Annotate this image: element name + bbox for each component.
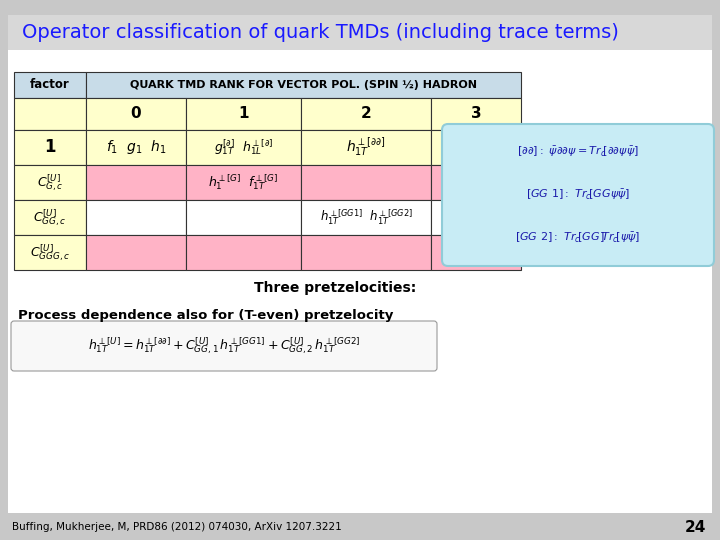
Bar (86, 72, 521, 98)
Bar (0, 513, 720, 540)
Bar (431, 165, 521, 200)
Bar (86, 130, 186, 165)
Text: Process dependence also for (T-even) pretzelocity: Process dependence also for (T-even) pre… (18, 309, 393, 322)
Text: factor: factor (30, 78, 70, 91)
Bar (14, 200, 86, 235)
Bar (86, 165, 186, 200)
Text: $f_1\ \ g_1\ \ h_1$: $f_1\ \ g_1\ \ h_1$ (106, 138, 166, 157)
Bar (14, 130, 86, 165)
Text: $C_{GGG,c}^{[U]}$: $C_{GGG,c}^{[U]}$ (30, 242, 70, 263)
Text: Operator classification of quark TMDs (including trace terms): Operator classification of quark TMDs (i… (22, 24, 619, 43)
Bar (301, 235, 431, 270)
Bar (186, 165, 301, 200)
Text: QUARK TMD RANK FOR VECTOR POL. (SPIN ½) HADRON: QUARK TMD RANK FOR VECTOR POL. (SPIN ½) … (130, 80, 477, 90)
Bar (431, 98, 521, 130)
Text: $[GG\ 1]:\ Tr_c\!\left[GG\psi\bar{\psi}\right]$: $[GG\ 1]:\ Tr_c\!\left[GG\psi\bar{\psi}\… (526, 188, 630, 202)
FancyBboxPatch shape (11, 321, 437, 371)
Bar (186, 235, 301, 270)
Text: $[GG\ 2]:\ Tr_c\!\left[GG\right]\!Tr_c\!\left[\psi\bar{\psi}\right]$: $[GG\ 2]:\ Tr_c\!\left[GG\right]\!Tr_c\!… (516, 231, 641, 245)
Bar (14, 235, 86, 270)
Text: Three pretzelocities:: Three pretzelocities: (254, 281, 416, 295)
Bar (14, 72, 86, 98)
Text: $h_{1T}^{\perp[GG1]}\ \ h_{1T}^{\perp[GG2]}$: $h_{1T}^{\perp[GG1]}\ \ h_{1T}^{\perp[GG… (320, 208, 413, 227)
Text: $[\partial\partial]:\ \bar{\psi}\partial\partial\psi = Tr_c\!\left[\partial\part: $[\partial\partial]:\ \bar{\psi}\partial… (517, 145, 639, 159)
Text: $h_1^{\perp[G]}\ \ f_{1T}^{\perp[G]}$: $h_1^{\perp[G]}\ \ f_{1T}^{\perp[G]}$ (208, 173, 279, 192)
Text: $C_{G,c}^{[U]}$: $C_{G,c}^{[U]}$ (37, 172, 63, 193)
Bar (301, 98, 431, 130)
Text: Buffing, Mukherjee, M, PRD86 (2012) 074030, ArXiv 1207.3221: Buffing, Mukherjee, M, PRD86 (2012) 0740… (12, 522, 342, 532)
Text: 2: 2 (361, 106, 372, 122)
Bar (86, 98, 186, 130)
Bar (8, 15, 712, 50)
Bar (14, 165, 86, 200)
Text: $C_{GG,c}^{[U]}$: $C_{GG,c}^{[U]}$ (33, 207, 67, 228)
Bar (431, 235, 521, 270)
Bar (186, 200, 301, 235)
Text: 3: 3 (471, 106, 481, 122)
Bar (431, 200, 521, 235)
Text: 1: 1 (44, 138, 55, 157)
Bar (14, 98, 86, 130)
Bar (301, 200, 431, 235)
Text: 24: 24 (685, 519, 706, 535)
Bar (86, 235, 186, 270)
Text: $h_{1T}^{\perp[\partial\partial]}$: $h_{1T}^{\perp[\partial\partial]}$ (346, 136, 386, 159)
Bar (301, 165, 431, 200)
Text: 1: 1 (238, 106, 248, 122)
Text: $h_{1T}^{\perp[U]} = h_{1T}^{\perp[\partial\partial]} + C_{GG,1}^{[U]}\,h_{1T}^{: $h_{1T}^{\perp[U]} = h_{1T}^{\perp[\part… (88, 335, 360, 356)
Bar (431, 130, 521, 165)
FancyBboxPatch shape (442, 124, 714, 266)
Bar (186, 130, 301, 165)
Bar (301, 130, 431, 165)
Bar (186, 98, 301, 130)
Text: $g_{1T}^{[\partial]}\ \ h_{1L}^{\perp[\partial]}$: $g_{1T}^{[\partial]}\ \ h_{1L}^{\perp[\p… (214, 138, 273, 157)
Bar (86, 200, 186, 235)
Text: 0: 0 (131, 106, 141, 122)
